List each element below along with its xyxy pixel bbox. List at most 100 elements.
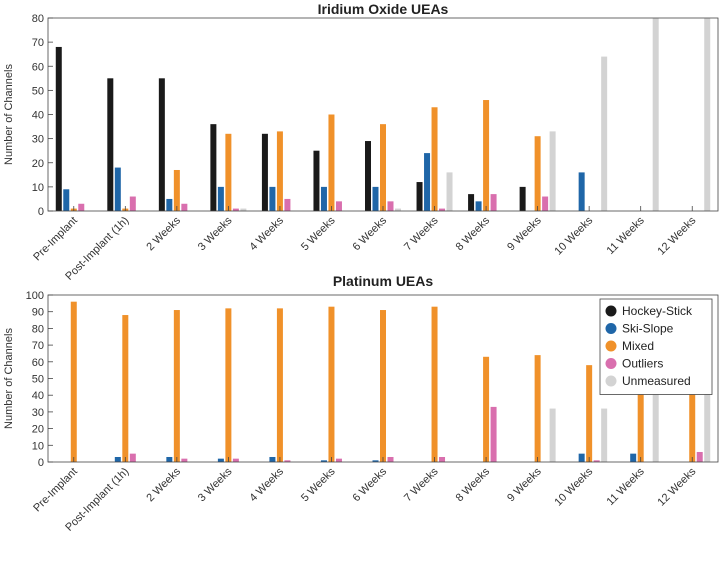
bar-ski-slope-4-weeks — [269, 186, 276, 212]
bar-unmeasured-9-weeks — [549, 408, 556, 462]
bar-hockey-stick-5-weeks — [313, 150, 320, 211]
legend-marker-unmeasured — [605, 375, 617, 387]
x-tick-label-9-weeks: 9 Weeks — [505, 214, 544, 253]
bar-unmeasured-6-weeks — [395, 208, 401, 211]
y-tick-label: 80 — [32, 13, 44, 25]
bar-mixed-7-weeks — [431, 107, 438, 211]
bar-ski-slope-3-weeks — [217, 458, 224, 462]
x-tick-label-5-weeks: 5 Weeks — [299, 465, 338, 504]
bar-hockey-stick-8-weeks — [468, 194, 475, 211]
bar-hockey-stick-9-weeks — [519, 186, 526, 212]
x-tick-label-2-weeks: 2 Weeks — [144, 465, 183, 504]
bar-outliers-2-weeks — [181, 458, 188, 462]
legend-label-ski-slope: Ski-Slope — [622, 322, 674, 336]
bar-ski-slope-4-weeks — [269, 456, 276, 462]
bar-mixed-9-weeks — [534, 355, 541, 462]
bar-unmeasured-7-weeks — [446, 172, 453, 211]
y-tick-label: 70 — [32, 37, 44, 49]
bar-outliers-7-weeks — [439, 208, 446, 211]
y-axis-label: Number of Channels — [3, 328, 15, 429]
x-tick-label-3-weeks: 3 Weeks — [196, 214, 235, 253]
bar-ski-slope-post-implant-1h — [114, 456, 121, 462]
bar-ski-slope-pre-implant — [63, 189, 70, 211]
x-tick-label-9-weeks: 9 Weeks — [505, 465, 544, 504]
bar-outliers-5-weeks — [335, 458, 342, 462]
x-tick-label-7-weeks: 7 Weeks — [402, 465, 441, 504]
y-tick-label: 10 — [32, 182, 44, 194]
bar-unmeasured-3-weeks — [240, 208, 247, 211]
x-tick-label-7-weeks: 7 Weeks — [402, 214, 441, 253]
bar-mixed-12-weeks — [689, 391, 696, 462]
y-tick-label: 0 — [38, 206, 44, 218]
bar-mixed-7-weeks — [431, 306, 438, 462]
bar-unmeasured-12-weeks — [704, 18, 711, 211]
legend-label-mixed: Mixed — [622, 339, 654, 353]
bar-ski-slope-5-weeks — [320, 460, 327, 462]
bar-outliers-6-weeks — [387, 456, 394, 462]
bar-outliers-7-weeks — [439, 456, 446, 462]
chart-title: Platinum UEAs — [333, 273, 434, 289]
bar-mixed-4-weeks — [276, 308, 283, 462]
bar-ski-slope-8-weeks — [475, 201, 482, 211]
bar-outliers-4-weeks — [284, 460, 291, 462]
chart-iridium-oxide: Iridium Oxide UEAs Number of Channels 0 10 2… — [3, 1, 719, 283]
bar-ski-slope-6-weeks — [372, 460, 379, 462]
y-tick-label: 0 — [38, 457, 44, 469]
x-tick-label-10-weeks: 10 Weeks — [552, 214, 595, 257]
bar-outliers-8-weeks — [490, 406, 497, 462]
y-tick-label: 80 — [32, 323, 44, 335]
y-tick-label: 90 — [32, 307, 44, 319]
chart-title: Iridium Oxide UEAs — [318, 1, 449, 17]
bar-unmeasured-10-weeks — [601, 56, 608, 211]
bar-mixed-post-implant-1h — [122, 315, 129, 462]
y-tick-label: 10 — [32, 440, 44, 452]
legend-marker-outliers — [605, 358, 617, 369]
bar-ski-slope-2-weeks — [166, 456, 173, 462]
bar-mixed-2-weeks — [173, 169, 180, 211]
bar-ski-slope-5-weeks — [320, 186, 327, 212]
bar-hockey-stick-3-weeks — [210, 124, 217, 211]
legend-label-outliers: Outliers — [622, 357, 663, 371]
bar-ski-slope-3-weeks — [217, 186, 224, 212]
bars — [55, 18, 711, 212]
y-tick-label: 60 — [32, 357, 44, 369]
bar-mixed-8-weeks — [483, 100, 490, 211]
bar-unmeasured-9-weeks — [549, 131, 556, 211]
x-tick-label-12-weeks: 12 Weeks — [655, 214, 698, 257]
bar-hockey-stick-6-weeks — [365, 141, 371, 211]
bar-mixed-3-weeks — [225, 308, 232, 462]
y-tick-label: 70 — [32, 340, 44, 352]
chart-platinum: Platinum UEAs Number of Channels 0 10 20 30 40… — [3, 273, 719, 534]
bar-outliers-4-weeks — [284, 198, 291, 211]
bar-outliers-pre-implant — [78, 203, 85, 211]
x-tick-label-2-weeks: 2 Weeks — [144, 214, 183, 253]
bar-mixed-6-weeks — [380, 310, 386, 462]
bar-outliers-2-weeks — [181, 203, 188, 211]
x-tick-label-8-weeks: 8 Weeks — [454, 214, 493, 253]
bar-mixed-3-weeks — [225, 133, 232, 211]
bar-ski-slope-10-weeks — [578, 172, 585, 211]
x-tick-label-6-weeks: 6 Weeks — [351, 465, 390, 504]
bar-outliers-post-implant-1h — [129, 196, 136, 211]
bar-ski-slope-post-implant-1h — [114, 167, 121, 211]
x-tick-label-5-weeks: 5 Weeks — [299, 214, 338, 253]
y-tick-label: 40 — [32, 110, 44, 122]
bar-unmeasured-12-weeks — [704, 381, 711, 462]
bar-unmeasured-11-weeks — [652, 381, 659, 462]
y-tick-label: 50 — [32, 85, 44, 97]
bar-outliers-3-weeks — [232, 208, 239, 211]
legend-label-unmeasured: Unmeasured — [622, 374, 691, 388]
legend-marker-mixed — [605, 340, 617, 352]
x-tick-label-4-weeks: 4 Weeks — [247, 465, 286, 504]
bar-ski-slope-2-weeks — [166, 198, 173, 211]
bars — [70, 301, 711, 462]
bar-ski-slope-11-weeks — [630, 453, 637, 462]
bar-outliers-5-weeks — [335, 201, 342, 211]
bar-mixed-10-weeks — [586, 365, 593, 462]
bar-mixed-5-weeks — [328, 306, 335, 462]
bar-mixed-5-weeks — [328, 114, 335, 211]
bar-outliers-9-weeks — [542, 196, 549, 211]
bar-outliers-post-implant-1h — [129, 453, 136, 462]
bar-ski-slope-10-weeks — [578, 453, 585, 462]
